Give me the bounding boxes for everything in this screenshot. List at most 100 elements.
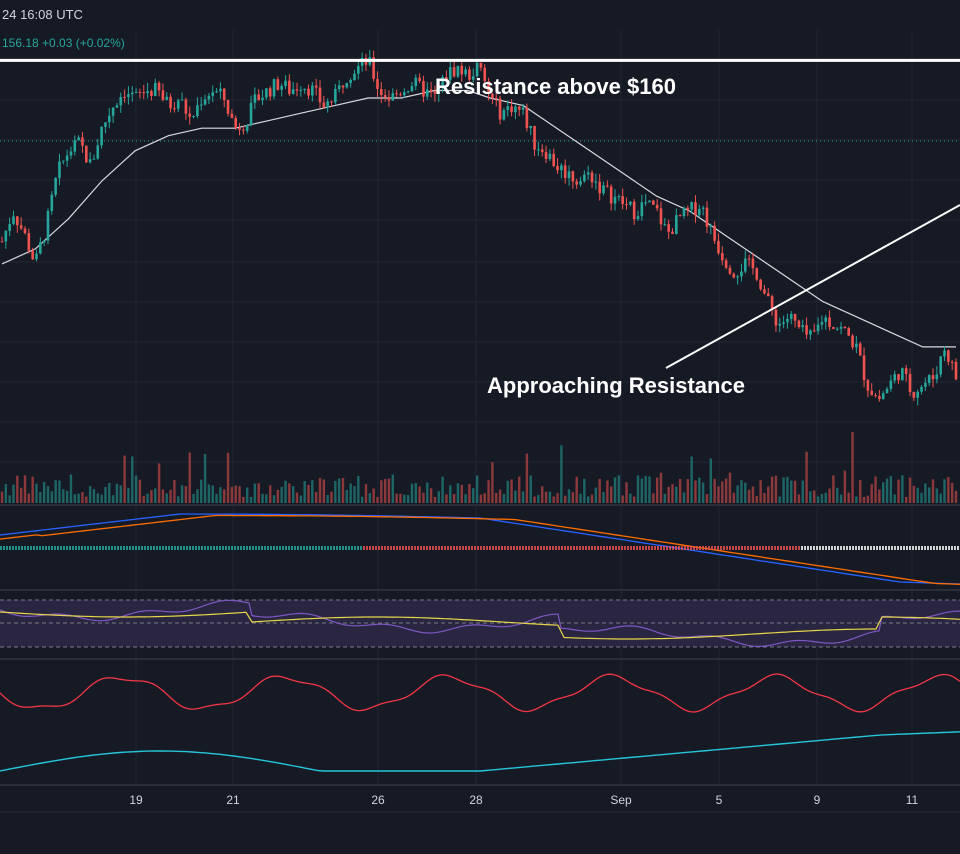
volume-bar [288, 483, 291, 503]
macd-histogram-bar [759, 546, 761, 550]
volume-bar [433, 496, 437, 503]
macd-histogram-bar [786, 546, 788, 550]
volume-bar [931, 479, 935, 503]
macd-histogram-bar [258, 546, 260, 550]
volume-bar [81, 491, 84, 503]
volume-bar [464, 494, 467, 503]
macd-histogram-bar [711, 546, 713, 550]
macd-histogram-bar [411, 546, 413, 550]
macd-histogram-bar [549, 546, 551, 550]
candle-body [176, 100, 180, 109]
macd-histogram-bar [945, 546, 947, 550]
candle-body [579, 181, 582, 185]
candle-body [617, 196, 621, 198]
candle-body [8, 224, 11, 231]
volume-bar [395, 493, 398, 503]
volume-bar [698, 477, 701, 503]
candle-body [111, 107, 115, 116]
macd-histogram-bar [738, 546, 740, 550]
volume-bar [161, 489, 165, 503]
macd-histogram-bar [741, 546, 743, 550]
candle-body [441, 77, 444, 88]
volume-bar [709, 458, 712, 503]
candle-body [510, 106, 513, 113]
volume-bar [770, 476, 774, 503]
macd-histogram-bar [183, 546, 185, 550]
volume-bar [671, 484, 674, 503]
candle-body [211, 92, 215, 96]
macd-histogram-bar [561, 546, 563, 550]
volume-bar [904, 496, 908, 503]
macd-histogram-bar [822, 546, 824, 550]
volume-bar [556, 493, 559, 503]
volume-bar [376, 496, 379, 503]
candle-body [606, 185, 609, 187]
volume-bar [686, 479, 690, 503]
macd-histogram-bar [708, 546, 710, 550]
candle-body [253, 94, 257, 103]
candle-body [835, 328, 839, 330]
candle-body [943, 350, 946, 357]
candle-body [410, 86, 414, 92]
volume-bar [449, 485, 452, 503]
macd-histogram-bar [135, 546, 137, 550]
volume-bar [460, 484, 463, 503]
macd-histogram-bar [384, 546, 386, 550]
volume-bar [598, 478, 601, 503]
volume-bar [154, 488, 157, 503]
macd-histogram-bar [138, 546, 140, 550]
macd-histogram-bar [552, 546, 554, 550]
volume-bar [636, 475, 640, 503]
candle-body [395, 93, 398, 95]
volume-bar [215, 493, 218, 503]
candle-body [801, 325, 805, 328]
macd-histogram-bar [84, 546, 86, 550]
macd-histogram-bar [666, 546, 668, 550]
candle-body [291, 89, 295, 94]
candle-body [586, 172, 590, 175]
volume-bar [483, 493, 486, 503]
volume-bar [755, 495, 758, 503]
macd-histogram-bar [681, 546, 683, 550]
candle-body [19, 225, 23, 229]
macd-histogram-bar [312, 546, 314, 550]
macd-histogram-bar [534, 546, 536, 550]
macd-histogram-bar [108, 546, 110, 550]
volume-bar [399, 493, 402, 503]
candle-body [433, 91, 437, 94]
candle-body [920, 386, 923, 392]
macd-histogram-bar [117, 546, 119, 550]
trend-line[interactable] [665, 204, 960, 369]
volume-bar [203, 453, 207, 503]
candle-body [755, 268, 759, 280]
candle-body [629, 201, 632, 205]
volume-bar [177, 496, 180, 503]
macd-histogram-bar [651, 546, 653, 550]
macd-histogram-bar [669, 546, 671, 550]
volume-bar [498, 489, 502, 503]
volume-bar [337, 478, 341, 503]
volume-bar [713, 478, 716, 503]
volume-bar [456, 483, 460, 503]
candle-body [146, 91, 149, 94]
macd-histogram-bar [105, 546, 107, 550]
candle-body [648, 200, 651, 203]
candle-body [299, 89, 303, 91]
volume-bar [609, 486, 613, 503]
macd-histogram-bar [396, 546, 398, 550]
volume-bar [65, 490, 69, 503]
volume-bar [824, 492, 827, 503]
volume-bar [414, 483, 417, 503]
macd-histogram-bar [336, 546, 338, 550]
macd-histogram-bar [897, 546, 899, 550]
macd-histogram-bar [255, 546, 257, 550]
macd-histogram-bar [483, 546, 485, 550]
volume-bar [92, 489, 96, 503]
volume-bar [326, 494, 329, 503]
macd-histogram-bar [936, 546, 938, 550]
candle-body [448, 67, 452, 80]
macd-histogram-bar [519, 546, 521, 550]
candle-body [851, 335, 854, 348]
candle-body [184, 99, 188, 114]
